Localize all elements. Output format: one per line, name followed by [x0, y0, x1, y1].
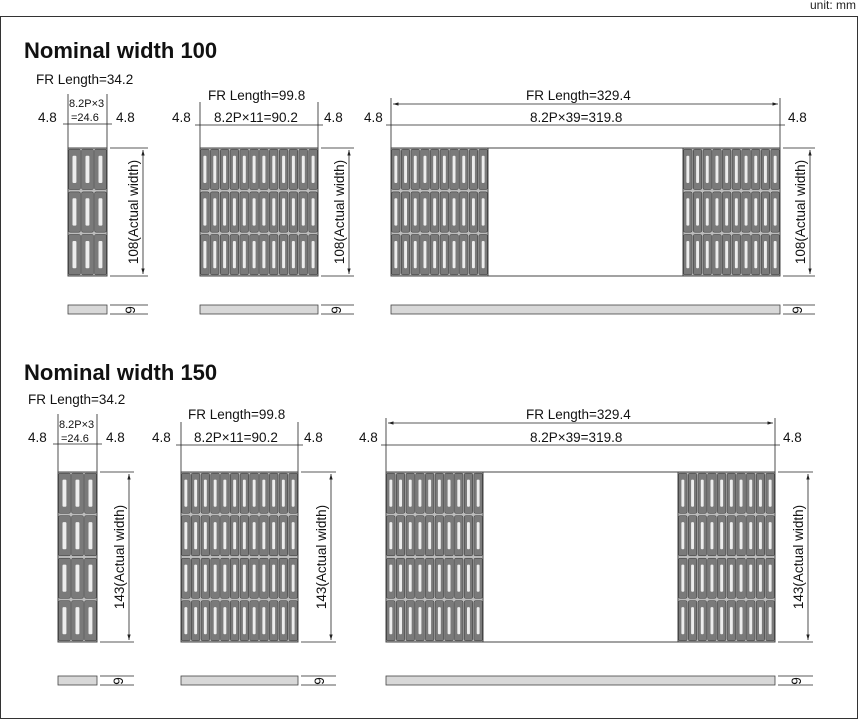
grating-pattern	[682, 147, 781, 277]
side-profile	[390, 304, 781, 315]
margin-right-label: 4.8	[324, 110, 343, 125]
pitch-label: 8.2P×11=90.2	[214, 110, 298, 125]
margin-left-label: 4.8	[38, 110, 57, 125]
thickness-label: 9	[790, 306, 805, 314]
actual-width-label: 143(Actual width)	[314, 505, 329, 609]
side-profile	[385, 675, 776, 686]
actual-width-label: 108(Actual width)	[126, 160, 141, 264]
fr-length-label: FR Length=329.4	[526, 88, 631, 103]
grating-100-medium: FR Length=99.8 8.2P×11=90.2 4.8 4.8 108(…	[172, 88, 354, 315]
thickness-label: 9	[111, 677, 126, 685]
pitch-label-line2: =24.6	[71, 112, 99, 124]
pitch-label-line1: 8.2P×3	[69, 98, 104, 110]
grating-100-long: FR Length=329.4 8.2P×39=319.8 4.8 4.8 10…	[364, 88, 815, 315]
fr-length-label: FR Length=99.8	[188, 407, 285, 422]
grating-150-medium: FR Length=99.8 8.2P×11=90.2 4.8 4.8 143(…	[152, 407, 336, 686]
unit-label: unit: mm	[809, 0, 856, 12]
fr-length-label: FR Length=34.2	[36, 72, 133, 87]
thickness-label: 9	[123, 306, 138, 314]
grating-pattern	[390, 147, 489, 277]
actual-width-label: 108(Actual width)	[793, 160, 808, 264]
margin-right-label: 4.8	[788, 110, 807, 125]
margin-left-label: 4.8	[28, 430, 47, 445]
pitch-label: 8.2P×39=319.8	[530, 430, 622, 445]
pitch-label-line1: 8.2P×3	[59, 419, 94, 431]
grating-150-short: FR Length=34.2 8.2P×3 =24.6 4.8 4.8 143(…	[28, 392, 134, 686]
section-title-150: Nominal width 150	[24, 360, 217, 385]
grating-pattern	[677, 471, 776, 643]
side-profile	[199, 304, 319, 315]
grating-pattern	[57, 471, 98, 643]
margin-right-label: 4.8	[304, 430, 323, 445]
actual-width-label: 143(Actual width)	[791, 505, 806, 609]
thickness-label: 9	[329, 306, 344, 314]
grating-pattern	[199, 147, 319, 277]
grating-pattern	[385, 471, 484, 643]
thickness-label: 9	[312, 677, 327, 685]
margin-right-label: 4.8	[116, 110, 135, 125]
grating-pattern	[180, 471, 299, 643]
fr-length-label: FR Length=99.8	[208, 88, 305, 103]
actual-width-label: 108(Actual width)	[332, 160, 347, 264]
side-profile	[57, 675, 98, 686]
margin-left-label: 4.8	[364, 110, 383, 125]
section-title-100: Nominal width 100	[24, 38, 217, 63]
side-profile	[180, 675, 299, 686]
margin-right-label: 4.8	[106, 430, 125, 445]
margin-left-label: 4.8	[359, 430, 378, 445]
fr-length-label: FR Length=329.4	[526, 407, 631, 422]
pitch-label-line2: =24.6	[61, 433, 89, 445]
actual-width-label: 143(Actual width)	[112, 505, 127, 609]
drawing-frame	[0, 16, 858, 719]
pitch-label: 8.2P×39=319.8	[530, 110, 622, 125]
pitch-label: 8.2P×11=90.2	[194, 430, 278, 445]
grating-150-long: FR Length=329.4 8.2P×39=319.8 4.8 4.8 14…	[359, 407, 813, 686]
grating-pattern	[67, 147, 108, 277]
margin-right-label: 4.8	[783, 430, 802, 445]
side-profile	[67, 304, 108, 315]
grating-100-short: FR Length=34.2 8.2P×3 =24.6 4.8 4.8 108(…	[36, 72, 148, 315]
thickness-label: 9	[789, 677, 804, 685]
fr-length-label: FR Length=34.2	[28, 392, 125, 407]
margin-left-label: 4.8	[172, 110, 191, 125]
margin-left-label: 4.8	[152, 430, 171, 445]
